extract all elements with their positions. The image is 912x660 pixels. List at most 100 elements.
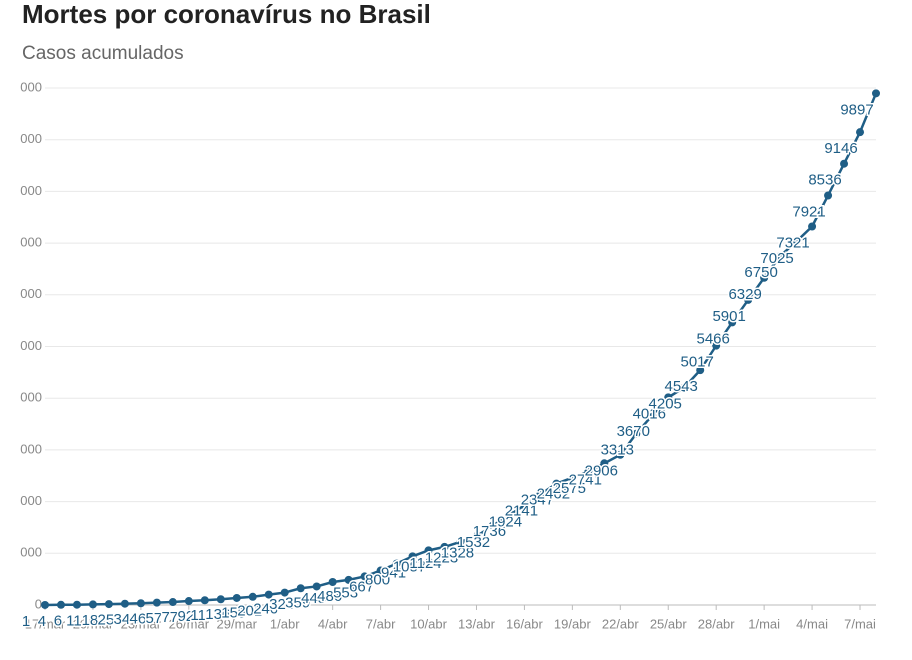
- point: [344, 575, 353, 584]
- data-label: 445: [301, 590, 326, 607]
- x-tick-label: 26/mar: [169, 616, 210, 631]
- data-label: 2906: [585, 463, 618, 480]
- data-label: 1223: [425, 550, 458, 567]
- point: [856, 128, 865, 137]
- point: [184, 597, 193, 606]
- y-tick-label: 10000: [6, 79, 42, 94]
- data-label: 5017: [681, 354, 714, 371]
- y-tick-label: 2000: [13, 493, 42, 508]
- data-label: 7025: [760, 250, 793, 267]
- data-label: 11: [66, 612, 82, 629]
- point: [200, 596, 209, 605]
- point: [120, 599, 129, 608]
- point: [568, 473, 577, 482]
- point: [376, 566, 385, 575]
- point: [648, 411, 657, 420]
- point: [392, 559, 401, 568]
- data-label: 7321: [776, 234, 809, 251]
- point: [232, 593, 241, 602]
- x-tick-label: 25/abr: [650, 616, 688, 631]
- point: [472, 532, 481, 541]
- point: [632, 429, 641, 438]
- x-tick-label: 16/abr: [506, 616, 544, 631]
- y-tick-label: 0: [35, 596, 42, 611]
- data-label: 5466: [696, 330, 729, 347]
- data-label: 1924: [489, 513, 522, 530]
- point: [280, 588, 289, 597]
- data-label: 4: [38, 613, 46, 630]
- point: [168, 598, 177, 607]
- x-tick-label: 23/mar: [121, 616, 162, 631]
- point: [584, 467, 593, 476]
- point: [664, 393, 673, 402]
- data-label: 34: [114, 611, 131, 628]
- line: [44, 92, 878, 607]
- x-tick-label: 4/abr: [318, 616, 348, 631]
- y-tick-label: 3000: [13, 441, 42, 456]
- data-label: 25: [98, 612, 115, 629]
- point: [536, 490, 545, 499]
- point: [840, 159, 849, 168]
- y-tick-label: 6000: [13, 286, 42, 301]
- point: [744, 295, 753, 304]
- x-tick-label: 20/mar: [73, 616, 114, 631]
- data-label: 4543: [665, 378, 698, 395]
- point: [792, 237, 801, 246]
- x-tick-label: 19/abr: [554, 616, 592, 631]
- point: [104, 600, 113, 609]
- point: [600, 459, 609, 468]
- data-label: 667: [349, 578, 374, 595]
- y-axis-labels: 0 1000 2000 3000 4000 5000 6000 7000 8000 9000 100…: [6, 79, 42, 611]
- data-label: 2575: [553, 480, 586, 497]
- data-label: 6750: [744, 264, 777, 281]
- point: [456, 537, 465, 546]
- x-tick-label: 17/mar: [25, 616, 66, 631]
- data-label: 1057: [393, 558, 426, 575]
- data-label: 1532: [457, 534, 490, 551]
- point: [520, 501, 529, 510]
- chart-subtitle: Casos acumulados: [22, 43, 184, 64]
- data-label: 6: [54, 613, 62, 630]
- data-label: 2462: [537, 486, 570, 503]
- point: [152, 598, 161, 607]
- data-label: 5901: [712, 308, 745, 325]
- data-label: 9146: [824, 140, 857, 157]
- point: [728, 318, 737, 327]
- data-label: 7921: [792, 203, 825, 220]
- point: [248, 592, 257, 601]
- data-label: 201: [237, 603, 262, 620]
- y-tick-label: 5000: [13, 338, 42, 353]
- x-tick-label: 13/abr: [458, 616, 496, 631]
- x-tick-label: 4/mai: [796, 616, 828, 631]
- point: [712, 341, 721, 350]
- point: [296, 584, 305, 593]
- point: [264, 590, 273, 599]
- data-label: 111: [190, 607, 213, 624]
- point: [552, 479, 561, 488]
- point: [760, 273, 769, 282]
- data-label: 8536: [808, 172, 841, 189]
- point: [88, 600, 97, 609]
- point: [312, 582, 321, 591]
- data-label: 1124: [409, 555, 441, 572]
- x-tick-label: 1/mai: [748, 616, 780, 631]
- x-tick-label: 1/abr: [270, 616, 300, 631]
- y-tick-label: 7000: [13, 235, 42, 250]
- data-label: 324: [269, 596, 294, 613]
- data-label: 2347: [521, 492, 554, 509]
- x-tick-label: 7/abr: [366, 616, 396, 631]
- point: [56, 600, 65, 609]
- data-label: 941: [381, 564, 406, 581]
- data-label: 3313: [601, 442, 634, 459]
- data-label: 800: [365, 572, 390, 589]
- y-tick-label: 4000: [13, 390, 42, 405]
- x-tick-label: 10/abr: [410, 616, 448, 631]
- point: [808, 222, 817, 231]
- point: [680, 383, 689, 392]
- x-tick-label: 22/abr: [602, 616, 640, 631]
- data-label: 136: [205, 606, 230, 623]
- point: [696, 366, 705, 375]
- point: [776, 252, 785, 261]
- chart-title: Mortes por coronavírus no Brasil: [22, 0, 431, 29]
- point: [216, 595, 225, 604]
